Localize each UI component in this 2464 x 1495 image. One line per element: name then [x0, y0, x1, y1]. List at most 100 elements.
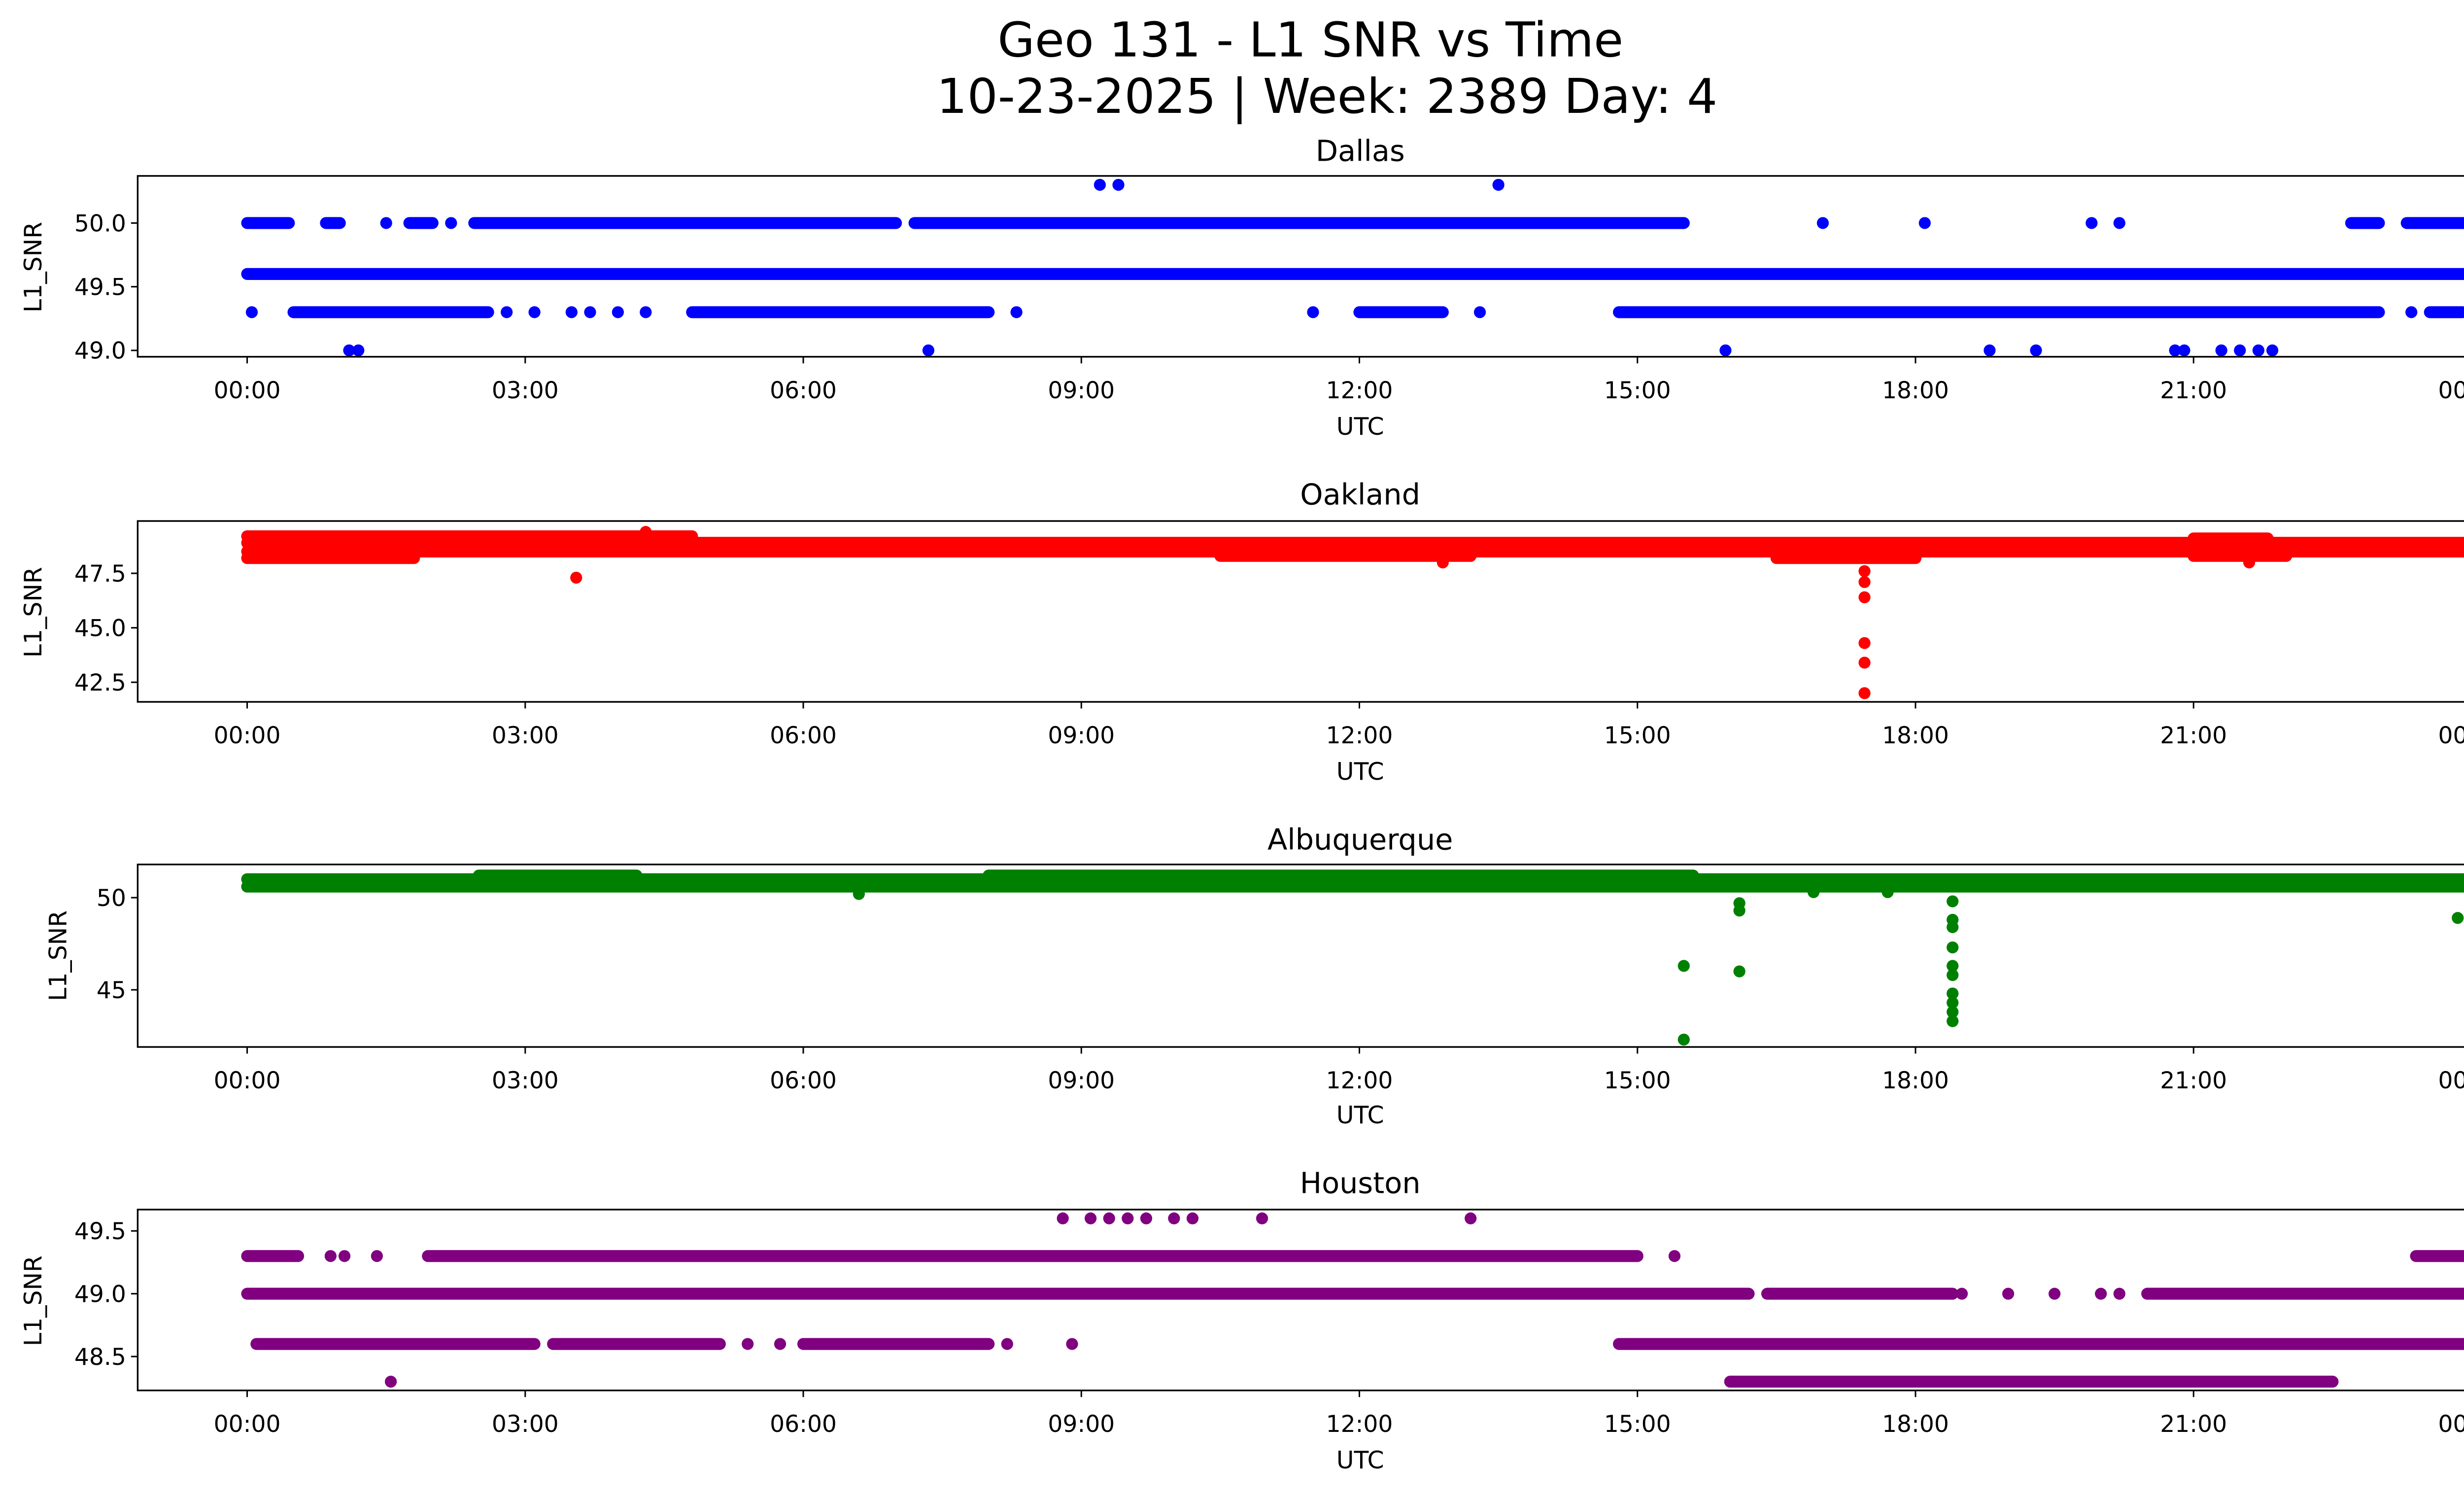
data-point	[501, 306, 513, 318]
data-run	[1724, 1375, 2339, 1388]
x-tick-label: 03:00	[492, 1411, 559, 1438]
x-tick-label: 00:00	[214, 1411, 281, 1438]
x-axis-label: UTC	[1336, 1101, 1384, 1129]
data-point	[245, 306, 258, 318]
x-tick-label: 15:00	[1604, 1411, 1671, 1438]
data-point	[2169, 344, 2181, 356]
x-tick-label: 06:00	[770, 1411, 837, 1438]
data-point	[1677, 1033, 1690, 1046]
data-point	[352, 344, 365, 356]
data-run	[241, 217, 295, 229]
data-point	[1112, 178, 1125, 191]
data-point	[1307, 306, 1319, 318]
data-point	[1816, 217, 1829, 229]
x-tick-label: 12:00	[1326, 1067, 1393, 1094]
x-tick-label: 15:00	[1604, 377, 1671, 404]
data-point	[1858, 687, 1871, 699]
y-tick-label: 45.0	[74, 615, 126, 642]
data-point	[371, 1250, 383, 1262]
data-point	[1010, 306, 1023, 318]
data-point	[1947, 960, 1959, 972]
data-point	[2178, 344, 2190, 356]
x-tick-label: 06:00	[770, 1067, 837, 1094]
plot-area	[241, 869, 2464, 1046]
data-run	[241, 1287, 1755, 1300]
data-point	[1984, 344, 1996, 356]
x-tick-label: 09:00	[1048, 722, 1115, 749]
data-point	[2048, 1287, 2061, 1300]
data-run	[2424, 306, 2464, 318]
x-tick-label: 09:00	[1048, 1067, 1115, 1094]
x-tick-label: 09:00	[1048, 377, 1115, 404]
data-point	[742, 1338, 754, 1350]
panel-oakland: Oakland UTC L1_SNR 42.5 45.0 47.5 00:00 03:0…	[19, 477, 2464, 786]
data-point	[1947, 895, 1959, 907]
data-run	[797, 1338, 995, 1350]
data-run	[1613, 1338, 2464, 1350]
data-run	[2188, 532, 2274, 545]
data-run	[2410, 1250, 2464, 1262]
data-run	[1770, 552, 1922, 564]
data-run	[241, 530, 698, 543]
data-point	[1918, 217, 1931, 229]
data-run	[241, 880, 2464, 893]
data-point	[384, 1375, 397, 1388]
y-tick-label: 42.5	[74, 669, 126, 696]
y-tick-label: 50	[97, 885, 126, 912]
data-run	[1612, 306, 2385, 318]
data-run	[547, 1338, 726, 1350]
x-axis-label: UTC	[1336, 1446, 1384, 1474]
data-point	[570, 571, 582, 584]
data-point	[2113, 1287, 2125, 1300]
x-tick-label: 12:00	[1326, 722, 1393, 749]
data-run	[2188, 550, 2293, 562]
data-point	[1733, 904, 1745, 917]
y-axis-label: L1_SNR	[19, 222, 47, 313]
data-point	[640, 306, 652, 318]
data-run	[2345, 217, 2385, 229]
data-point	[1947, 1006, 1959, 1018]
data-run	[287, 306, 494, 318]
panel-houston: Houston UTC L1_SNR 48.5 49.0 49.5 00:00 03:0…	[19, 1166, 2464, 1474]
x-tick-label: 18:00	[1882, 377, 1949, 404]
data-point	[324, 1250, 337, 1262]
data-point	[1858, 565, 1871, 577]
panel-dallas: Dallas UTC L1_SNR 49.0 49.5 50.0 00:00 03:00…	[19, 134, 2464, 441]
data-point	[1858, 576, 1871, 588]
data-point	[1947, 1015, 1959, 1027]
data-point	[338, 1250, 351, 1262]
panel-title: Albuquerque	[1267, 823, 1453, 857]
data-point	[1955, 1287, 1968, 1300]
data-point	[2243, 556, 2256, 569]
x-axis-label: UTC	[1336, 758, 1384, 786]
x-tick-label: 18:00	[1882, 1411, 1949, 1438]
data-run	[250, 1338, 541, 1350]
data-point	[2405, 306, 2418, 318]
data-point	[1256, 1212, 1268, 1224]
y-axis-label: L1_SNR	[19, 1255, 47, 1346]
data-point	[2095, 1287, 2107, 1300]
data-point	[2086, 217, 2098, 229]
data-point	[1186, 1212, 1199, 1224]
data-run	[2141, 1287, 2464, 1300]
data-point	[1719, 344, 1732, 356]
x-tick-label: 06:00	[770, 377, 837, 404]
y-tick-label: 49.5	[74, 1218, 126, 1245]
data-point	[1858, 637, 1871, 649]
x-tick-label: 09:00	[1048, 1411, 1115, 1438]
x-tick-label: 03:00	[492, 1067, 559, 1094]
x-tick-label: 00:00	[2438, 377, 2464, 404]
data-run	[320, 217, 346, 229]
x-tick-label: 18:00	[1882, 1067, 1949, 1094]
data-point	[1473, 306, 1486, 318]
data-point	[1492, 178, 1505, 191]
panel-title: Houston	[1300, 1166, 1421, 1200]
data-point	[2030, 344, 2042, 356]
data-point	[1807, 886, 1820, 899]
data-point	[1437, 556, 1449, 569]
x-axis-label: UTC	[1336, 413, 1384, 441]
x-tick-label: 21:00	[2160, 377, 2227, 404]
data-run	[241, 1250, 305, 1262]
data-point	[1858, 657, 1871, 669]
data-point	[2215, 344, 2227, 356]
